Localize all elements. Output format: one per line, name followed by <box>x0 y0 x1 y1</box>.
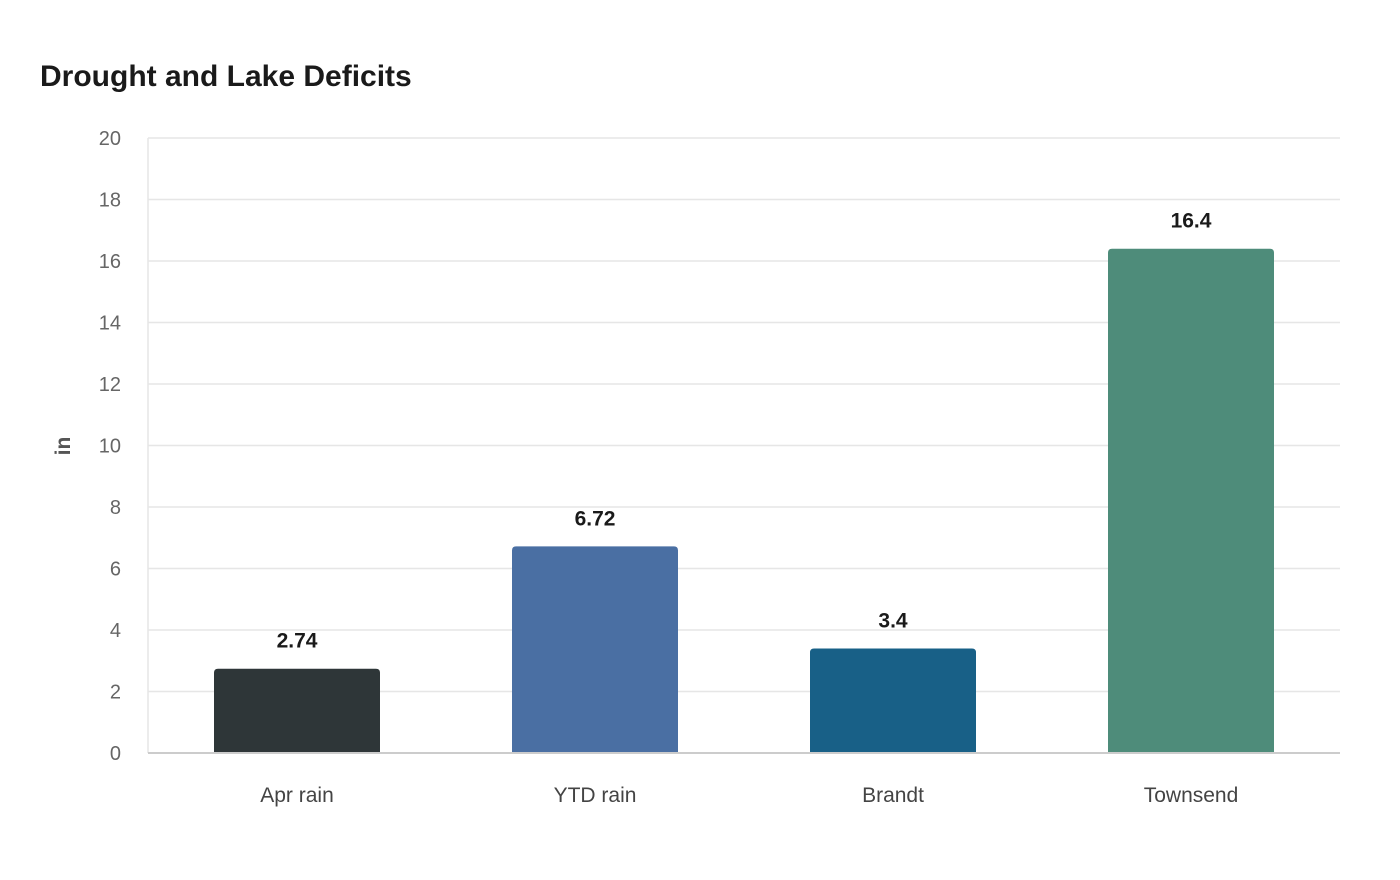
y-tick-label: 2 <box>110 682 121 704</box>
bar-apr-rain <box>214 668 380 753</box>
x-category-label: Apr rain <box>260 784 334 807</box>
y-tick-label: 0 <box>110 743 121 765</box>
y-tick-label: 20 <box>99 128 121 150</box>
bar-townsend <box>1108 248 1274 753</box>
x-category-label: Brandt <box>862 784 924 807</box>
y-tick-label: 8 <box>110 497 121 519</box>
x-category-label: YTD rain <box>554 784 637 807</box>
y-axis-ticks: 0 2 4 6 8 10 12 14 16 18 20 <box>99 128 121 765</box>
y-tick-label: 16 <box>99 251 121 273</box>
y-tick-label: 6 <box>110 559 121 581</box>
value-label: 6.72 <box>575 507 616 530</box>
value-label: 2.74 <box>277 630 318 653</box>
bar-brandt <box>810 648 976 753</box>
bar-ytd-rain <box>512 546 678 753</box>
chart-title: Drought and Lake Deficits <box>40 60 412 93</box>
value-labels: 2.74 6.72 3.4 16.4 <box>277 210 1212 653</box>
y-tick-label: 14 <box>99 313 121 335</box>
value-label: 16.4 <box>1171 210 1212 233</box>
y-tick-label: 12 <box>99 374 121 396</box>
y-tick-label: 10 <box>99 436 121 458</box>
y-axis-title: in <box>52 437 75 456</box>
bars <box>214 248 1274 753</box>
y-tick-label: 18 <box>99 190 121 212</box>
value-label: 3.4 <box>878 609 908 632</box>
x-axis-categories: Apr rain YTD rain Brandt Townsend <box>260 784 1238 807</box>
y-tick-label: 4 <box>110 620 121 642</box>
x-category-label: Townsend <box>1144 784 1239 807</box>
